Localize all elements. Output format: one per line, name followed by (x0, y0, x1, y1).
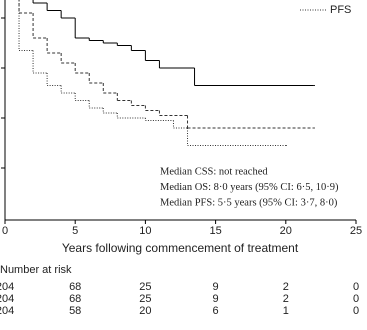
x-tick-label: 15 (209, 225, 221, 237)
x-tick-label: 5 (72, 225, 78, 237)
risk-count: 6 (213, 305, 219, 317)
x-tick-label: 25 (350, 225, 362, 237)
risk-count: 0 (353, 305, 359, 317)
legend-label: PFS (330, 4, 351, 16)
risk-count: 68 (69, 281, 81, 293)
risk-count: 25 (139, 293, 151, 305)
risk-count: 58 (69, 305, 81, 317)
risk-count: 204 (0, 305, 14, 317)
annotation: Median CSS: not reached (160, 166, 268, 177)
x-tick-label: 0 (2, 225, 8, 237)
risk-count: 0 (353, 293, 359, 305)
annotation: Median OS: 8·0 years (95% CI: 6·5, 10·9) (160, 182, 339, 193)
risk-count: 68 (69, 293, 81, 305)
annotation: Median PFS: 5·5 years (95% CI: 3·7, 8·0) (160, 197, 338, 208)
risk-count: 0 (353, 281, 359, 293)
x-axis-label: Years following commencement of treatmen… (62, 241, 299, 255)
x-tick-label: 10 (139, 225, 151, 237)
risk-count: 204 (0, 281, 14, 293)
risk-count: 25 (139, 281, 151, 293)
risk-count: 204 (0, 293, 14, 305)
x-tick-label: 20 (280, 225, 292, 237)
risk-count: 9 (213, 281, 219, 293)
legend-label: OS (330, 0, 346, 2)
risk-count: 1 (283, 305, 289, 317)
risk-count: 2 (283, 281, 289, 293)
risk-table-title: Number at risk (0, 264, 72, 276)
risk-count: 20 (139, 305, 151, 317)
risk-count: 9 (213, 293, 219, 305)
risk-count: 2 (283, 293, 289, 305)
